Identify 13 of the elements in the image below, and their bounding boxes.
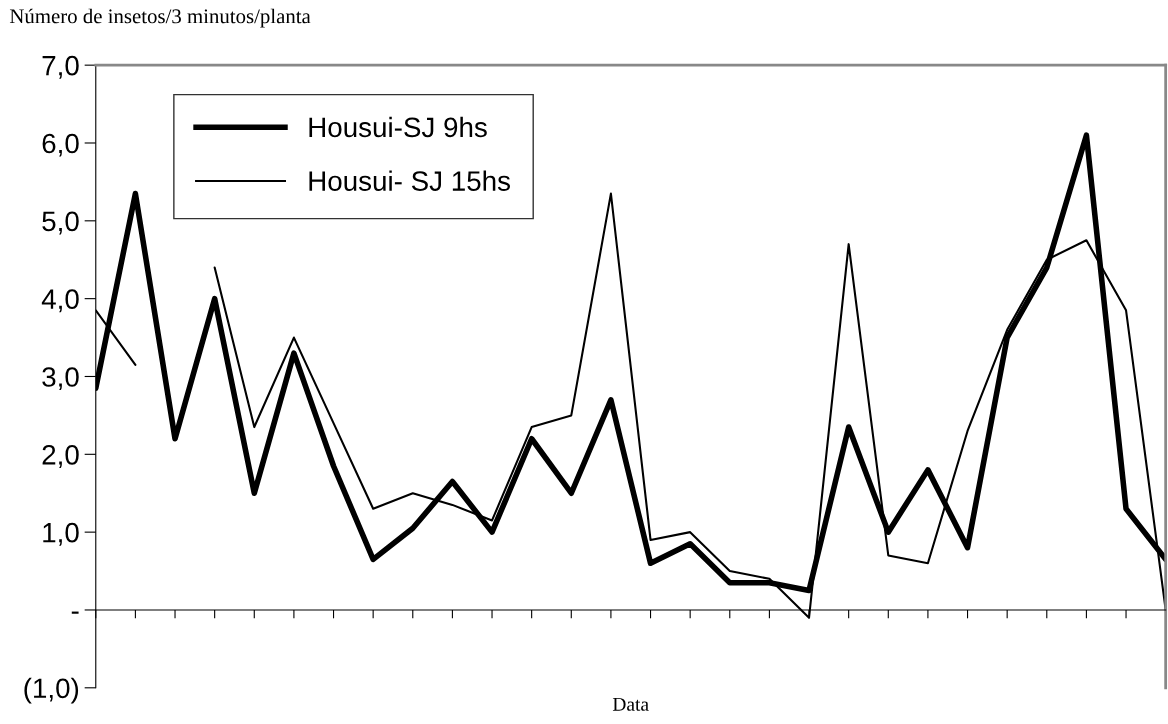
- y-tick-label: -: [71, 611, 79, 614]
- y-tick-label: 3,0: [42, 367, 79, 391]
- y-tick-label: 1,0: [43, 522, 79, 546]
- y-tick-label: (1,0): [24, 677, 79, 704]
- y-axis-title: Número de insetos/3 minutos/planta: [9, 8, 311, 28]
- x-axis-title: Data: [612, 697, 649, 711]
- y-tick-label: 6,0: [42, 133, 79, 157]
- y-tick-label: 5,0: [42, 211, 79, 235]
- legend-label: Housui- SJ 15hs: [309, 170, 510, 191]
- y-tick-label: 2,0: [42, 444, 79, 468]
- y-tick-label: 7,0: [42, 55, 79, 79]
- y-tick-label: 4,0: [41, 289, 79, 313]
- legend-label: Housui-SJ 9hs: [309, 116, 487, 138]
